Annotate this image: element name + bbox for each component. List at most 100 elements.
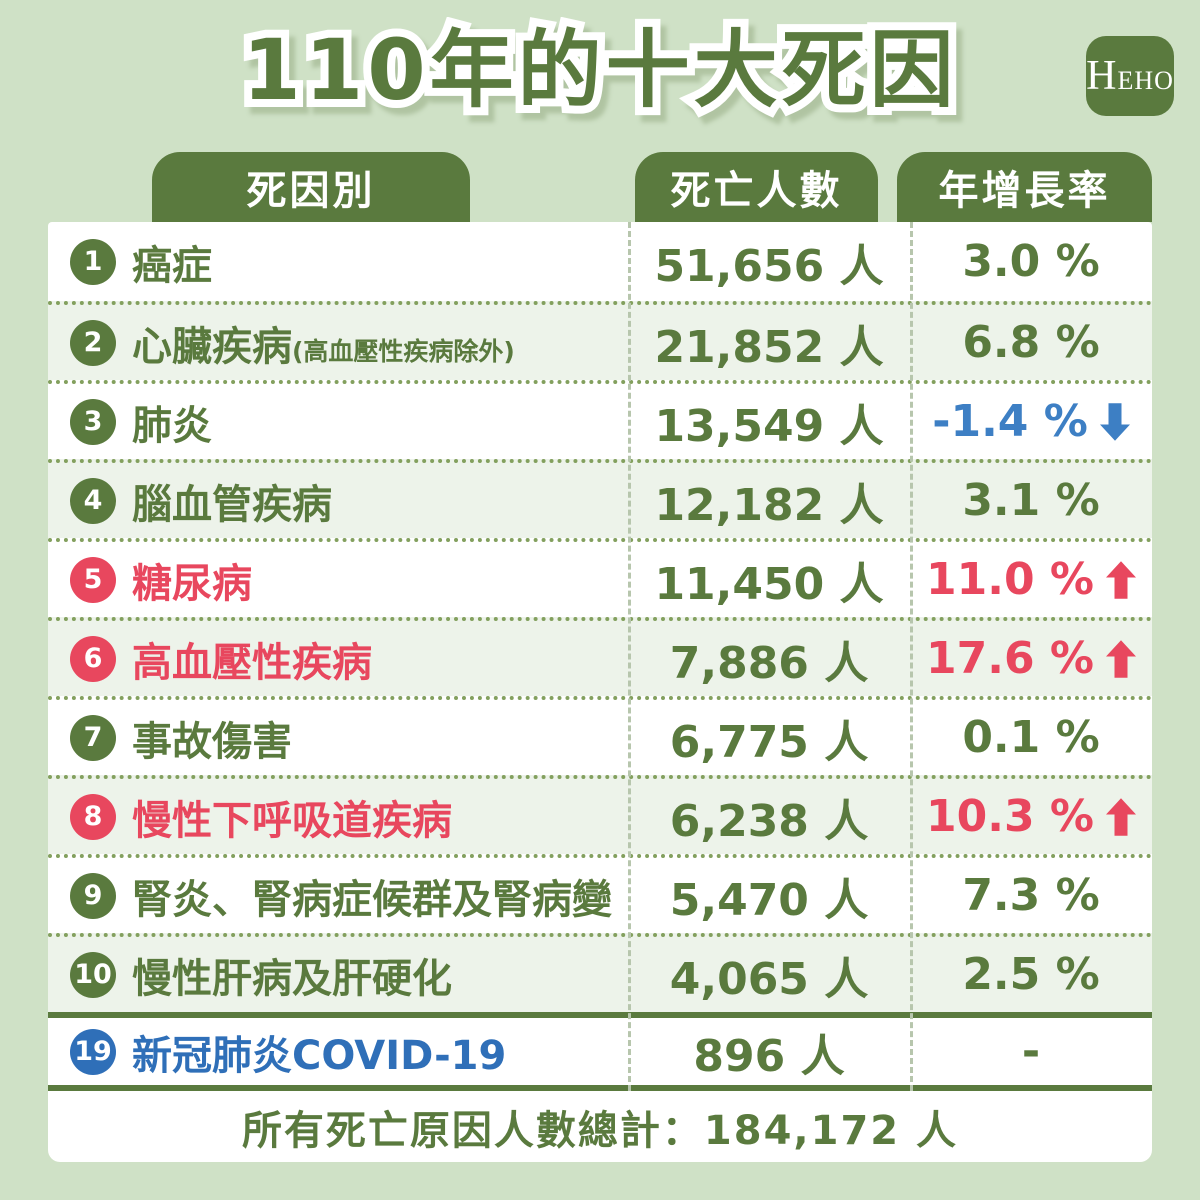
cause-name: 腎炎、腎病症候群及腎病變 — [132, 876, 612, 923]
growth-value: 11.0 % — [926, 554, 1094, 605]
column-headers: 死因別 死亡人數 年增長率 — [48, 150, 1152, 222]
growth-cell: 6.8 % — [910, 317, 1152, 368]
deaths-value: 51,656 人 — [654, 240, 884, 292]
cause-cell: 7 事故傷害 — [48, 709, 628, 767]
cause-label: 心臟疾病 (高血壓性疾病除外) — [132, 314, 515, 372]
deaths-cell: 6,775 人 — [628, 706, 910, 770]
trend-up-icon — [1105, 560, 1136, 599]
deaths-cell: 6,238 人 — [628, 785, 910, 849]
table-row: 2 心臟疾病 (高血壓性疾病除外) 21,852 人 6.8 % — [48, 301, 1152, 380]
table-rows: 1 癌症 51,656 人 3.0 % 2 心臟疾病 (高血壓性疾病除外) 21,… — [48, 222, 1152, 1091]
cause-label: 腎炎、腎病症候群及腎病變 — [132, 867, 612, 925]
deaths-value: 21,852 人 — [654, 321, 884, 373]
growth-cell: 11.0 % — [910, 554, 1152, 605]
page-title-outline: 110年的十大死因 — [234, 16, 961, 125]
table-row: 4 腦血管疾病 12,182 人 3.1 % — [48, 459, 1152, 538]
table-row: 10 慢性肝病及肝硬化 4,065 人 2.5 % — [48, 933, 1152, 1012]
deaths-cell: 11,450 人 — [628, 548, 910, 612]
growth-value: 6.8 % — [962, 317, 1100, 368]
deaths-value: 12,182 人 — [654, 479, 884, 531]
cause-name: 肺炎 — [132, 402, 212, 449]
table-row: 8 慢性下呼吸道疾病 6,238 人 10.3 % — [48, 775, 1152, 854]
cause-cell: 9 腎炎、腎病症候群及腎病變 — [48, 867, 628, 925]
cause-label: 高血壓性疾病 — [132, 630, 372, 688]
table-row: 7 事故傷害 6,775 人 0.1 % — [48, 696, 1152, 775]
column-header-cause: 死因別 — [152, 152, 470, 222]
cause-label: 慢性下呼吸道疾病 — [132, 788, 452, 846]
cause-name: 癌症 — [132, 242, 212, 289]
rank-badge: 19 — [70, 1028, 116, 1075]
growth-cell: 3.0 % — [910, 236, 1152, 287]
deaths-cell: 12,182 人 — [628, 469, 910, 533]
cause-cell: 10 慢性肝病及肝硬化 — [48, 946, 628, 1004]
growth-value: - — [1021, 1026, 1041, 1077]
cause-name: 慢性下呼吸道疾病 — [132, 797, 452, 844]
deaths-value: 4,065 人 — [669, 953, 869, 1005]
cause-cell: 19 新冠肺炎COVID-19 — [48, 1023, 628, 1081]
table-row: 9 腎炎、腎病症候群及腎病變 5,470 人 7.3 % — [48, 854, 1152, 933]
growth-value: 17.6 % — [926, 633, 1094, 684]
column-header-cause-label: 死因別 — [246, 168, 376, 214]
cause-cell: 1 癌症 — [48, 233, 628, 291]
cause-cell: 8 慢性下呼吸道疾病 — [48, 788, 628, 846]
cause-cell: 5 糖尿病 — [48, 551, 628, 609]
page-title: 110年的十大死因 110年的十大死因 — [0, 16, 1200, 125]
trend-up-icon — [1105, 797, 1136, 836]
deaths-cell: 5,470 人 — [628, 864, 910, 928]
deaths-value: 13,549 人 — [654, 400, 884, 452]
deaths-cell: 51,656 人 — [628, 230, 910, 294]
total-summary: 所有死亡原因人數總計：184,172 人 — [48, 1091, 1152, 1162]
rank-badge: 10 — [70, 951, 116, 998]
deaths-cell: 7,886 人 — [628, 627, 910, 691]
growth-cell: 3.1 % — [910, 475, 1152, 526]
page-title-text: 110年的十大死因 — [242, 21, 958, 119]
deaths-value: 6,775 人 — [669, 716, 869, 768]
cause-cell: 6 高血壓性疾病 — [48, 630, 628, 688]
deaths-cell: 4,065 人 — [628, 943, 910, 1007]
rank-badge: 8 — [70, 793, 116, 840]
trend-down-icon — [1099, 402, 1130, 441]
cause-label: 慢性肝病及肝硬化 — [132, 946, 452, 1004]
cause-name: 心臟疾病 — [132, 323, 292, 370]
rank-badge: 3 — [70, 398, 116, 445]
column-header-growth-label: 年增長率 — [938, 168, 1111, 214]
page-header: 110年的十大死因 110年的十大死因 HEHO — [0, 0, 1200, 150]
deaths-cell: 21,852 人 — [628, 311, 910, 375]
cause-cell: 4 腦血管疾病 — [48, 472, 628, 530]
deaths-value: 7,886 人 — [669, 637, 869, 689]
deaths-value: 6,238 人 — [669, 795, 869, 847]
deaths-cell: 896 人 — [628, 1020, 910, 1084]
cause-name: 腦血管疾病 — [132, 481, 332, 528]
growth-cell: -1.4 % — [910, 396, 1152, 447]
table-row: 5 糖尿病 11,450 人 11.0 % — [48, 538, 1152, 617]
rank-badge: 6 — [70, 635, 116, 682]
growth-cell: 10.3 % — [910, 791, 1152, 842]
column-separator-2 — [910, 222, 913, 1091]
growth-value: 0.1 % — [962, 712, 1100, 763]
cause-name: 新冠肺炎COVID-19 — [132, 1032, 507, 1079]
heho-logo: HEHO — [1086, 36, 1174, 116]
column-separator-1 — [628, 222, 631, 1091]
table-row: 6 高血壓性疾病 7,886 人 17.6 % — [48, 617, 1152, 696]
rank-badge: 1 — [70, 238, 116, 285]
growth-cell: 7.3 % — [910, 870, 1152, 921]
growth-value: 7.3 % — [962, 870, 1100, 921]
cause-label: 事故傷害 — [132, 709, 292, 767]
cause-label: 糖尿病 — [132, 551, 252, 609]
cause-label: 新冠肺炎COVID-19 — [132, 1023, 506, 1081]
rank-badge: 4 — [70, 477, 116, 524]
growth-cell: 2.5 % — [910, 949, 1152, 1000]
cause-cell: 3 肺炎 — [48, 393, 628, 451]
rank-badge: 7 — [70, 714, 116, 761]
growth-cell: 0.1 % — [910, 712, 1152, 763]
heho-logo-text: HEHO — [1086, 53, 1174, 99]
table-row: 3 肺炎 13,549 人 -1.4 % — [48, 380, 1152, 459]
rank-badge: 9 — [70, 872, 116, 919]
cause-name: 糖尿病 — [132, 560, 252, 607]
causes-table-card: 1 癌症 51,656 人 3.0 % 2 心臟疾病 (高血壓性疾病除外) 21,… — [48, 222, 1152, 1162]
column-header-growth: 年增長率 — [897, 152, 1152, 222]
rank-badge: 5 — [70, 556, 116, 603]
trend-up-icon — [1105, 639, 1136, 678]
deaths-value: 5,470 人 — [669, 874, 869, 926]
cause-label: 腦血管疾病 — [132, 472, 332, 530]
